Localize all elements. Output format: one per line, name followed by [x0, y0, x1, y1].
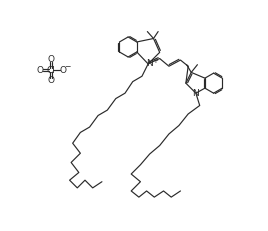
Text: O: O — [36, 66, 43, 75]
Text: N: N — [192, 89, 199, 98]
Text: O: O — [59, 66, 66, 75]
Text: Cl: Cl — [47, 66, 55, 75]
Text: +: + — [152, 58, 158, 64]
Text: −: − — [64, 63, 70, 71]
Text: O: O — [48, 76, 55, 85]
Text: N: N — [146, 59, 153, 68]
Text: O: O — [48, 55, 55, 64]
